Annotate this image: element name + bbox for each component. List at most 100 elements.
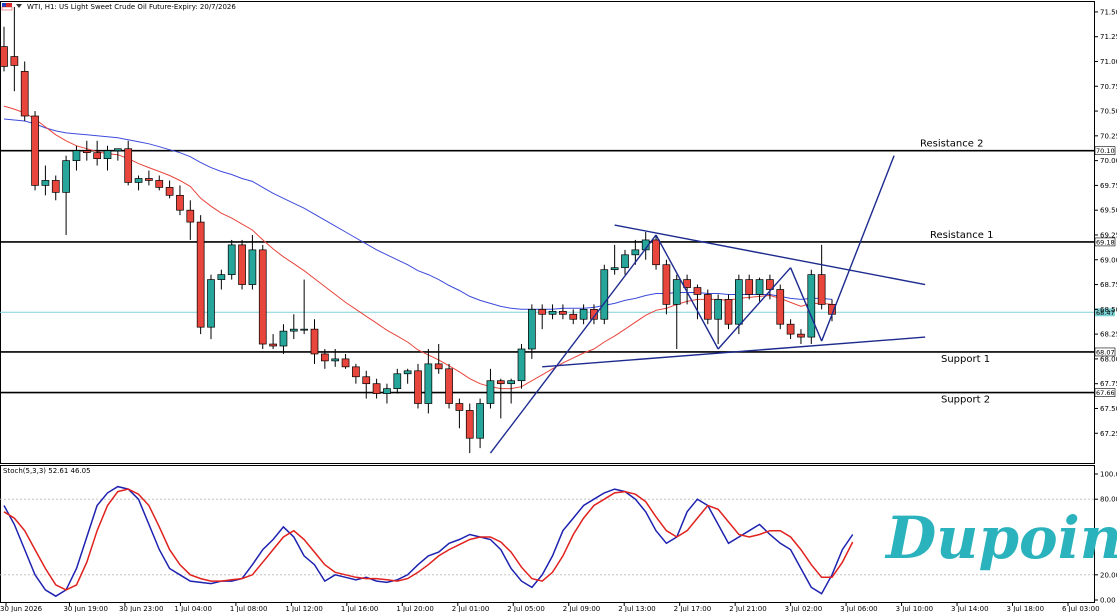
candle-body [559,310,567,315]
candle [734,274,743,335]
candle [269,334,277,349]
candle [476,398,484,449]
candle [724,294,733,330]
candle [672,274,681,349]
time-axis-label: 3 Jul 18:00 [1007,605,1045,612]
price-axis-label: 71.50 [1100,8,1117,16]
candle-body [776,289,785,325]
stoch-axis-label: 0.00 [1100,597,1116,605]
level-label: Support 1 [941,354,990,365]
candle [176,185,184,216]
candle [300,279,308,335]
candle-body [807,274,816,338]
candle-body [393,373,402,389]
candle [455,398,464,429]
candle-body [300,328,308,331]
price-axis-label: 67.75 [1100,380,1117,388]
candle [527,304,536,359]
price-axis-label: 69.75 [1100,182,1117,190]
trendline [542,336,926,368]
candle [124,140,133,186]
candle-body [569,313,578,320]
candle [258,244,267,349]
candle-body [652,239,660,266]
time-axis-label: 30 Jun 2026 [0,605,43,612]
level-price-tag-bg [1094,347,1116,357]
candle-body [310,328,319,355]
candle [548,304,557,320]
candle [82,140,91,161]
time-axis-label: 30 Jun 23:00 [119,605,163,612]
candle [310,319,319,364]
time-axis-label: 2 Jul 09:00 [563,605,601,612]
candle-body [186,209,195,223]
price-axis-label: 67.50 [1100,405,1117,413]
candle-body [517,348,526,382]
candle-body [817,274,826,305]
trendline [655,234,719,350]
stoch-k-line [3,485,854,598]
stoch-axis-label: 20.00 [1100,571,1117,579]
level-price-tag-bg [1094,388,1116,397]
candle-body [20,71,29,117]
time-axis-label: 3 Jul 14:00 [951,605,989,612]
symbol-header: WTI, H1: US Light Sweet Crude Oil Future… [27,3,236,11]
time-axis-label: 3 Jul 02:00 [785,605,823,612]
candle [786,319,795,340]
candle [227,239,236,280]
price-panel-frame [0,1,1095,464]
candle [683,274,691,305]
candle-body [621,254,629,269]
candle-body [527,308,536,350]
candle-body [424,363,433,404]
candle-body [196,221,205,328]
candle-body [714,299,723,320]
candle [155,175,164,191]
candle [766,274,774,300]
candle-body [693,287,702,295]
time-axis-label: 2 Jul 13:00 [618,605,656,612]
candle-body [41,180,50,186]
candle [238,239,246,290]
candle-body [134,178,143,183]
candle-body [403,370,412,375]
candle-body [207,279,215,328]
candle-body [10,56,19,66]
candle-body [103,150,112,159]
candle [434,344,443,374]
candle-body [548,310,557,315]
stoch-axis-label: 100.00 [1100,471,1117,479]
candle [113,148,122,161]
candle [72,145,81,171]
dupoin-logo: Dupoin [884,504,1117,572]
price-axis-label: 71.00 [1100,58,1117,66]
candle [579,304,588,325]
level-label: Resistance 2 [920,139,983,150]
candle-body [579,308,588,320]
candle [62,155,70,235]
candle [248,234,257,290]
time-axis-label: 3 Jul 10:00 [896,605,934,612]
price-axis-label: 69.50 [1100,207,1117,215]
stoch-header: Stoch(5,3,3) 52.61 46.05 [3,467,91,475]
time-axis-label: 6 Jul 03:00 [1062,605,1100,612]
candle [714,294,723,345]
candle [217,269,226,290]
candle-body [155,180,164,188]
candle [331,348,340,367]
price-axis-label: 70.75 [1100,83,1117,91]
time-axis-label: 1 Jul 16:00 [341,605,379,612]
candle-body [145,178,153,181]
candle [621,249,629,275]
candle-body [383,388,391,394]
candle-body [217,274,226,280]
candle [207,274,215,340]
candle [31,111,39,191]
candle [517,344,526,389]
time-axis-label: 2 Jul 01:00 [452,605,490,612]
candle [465,403,474,454]
candle [703,289,712,325]
candle-body [724,299,733,325]
candle [103,145,112,171]
candle [610,244,619,275]
